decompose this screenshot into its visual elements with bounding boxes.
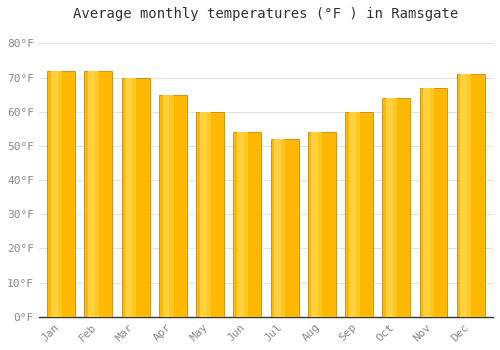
Bar — [457, 74, 484, 317]
Bar — [393, 98, 397, 317]
Bar — [312, 132, 322, 317]
Bar — [58, 71, 62, 317]
Bar — [244, 132, 248, 317]
Bar — [467, 74, 471, 317]
Bar — [122, 78, 150, 317]
Bar — [386, 98, 396, 317]
Bar — [420, 88, 448, 317]
Bar — [159, 94, 187, 317]
Bar — [270, 139, 298, 317]
Bar — [356, 112, 360, 317]
Bar — [162, 94, 173, 317]
Title: Average monthly temperatures (°F ) in Ramsgate: Average monthly temperatures (°F ) in Ra… — [74, 7, 458, 21]
Bar — [345, 112, 373, 317]
Bar — [51, 71, 62, 317]
Bar — [47, 71, 75, 317]
Bar — [281, 139, 285, 317]
Bar — [460, 74, 471, 317]
Bar — [423, 88, 434, 317]
Bar — [200, 112, 210, 317]
Bar — [88, 71, 99, 317]
Bar — [382, 98, 410, 317]
Bar — [318, 132, 322, 317]
Bar — [430, 88, 434, 317]
Bar — [196, 112, 224, 317]
Bar — [274, 139, 285, 317]
Bar — [206, 112, 211, 317]
Bar — [308, 132, 336, 317]
Bar — [348, 112, 360, 317]
Bar — [170, 94, 173, 317]
Bar — [132, 78, 136, 317]
Bar — [126, 78, 136, 317]
Bar — [237, 132, 248, 317]
Bar — [84, 71, 112, 317]
Bar — [95, 71, 99, 317]
Bar — [234, 132, 262, 317]
